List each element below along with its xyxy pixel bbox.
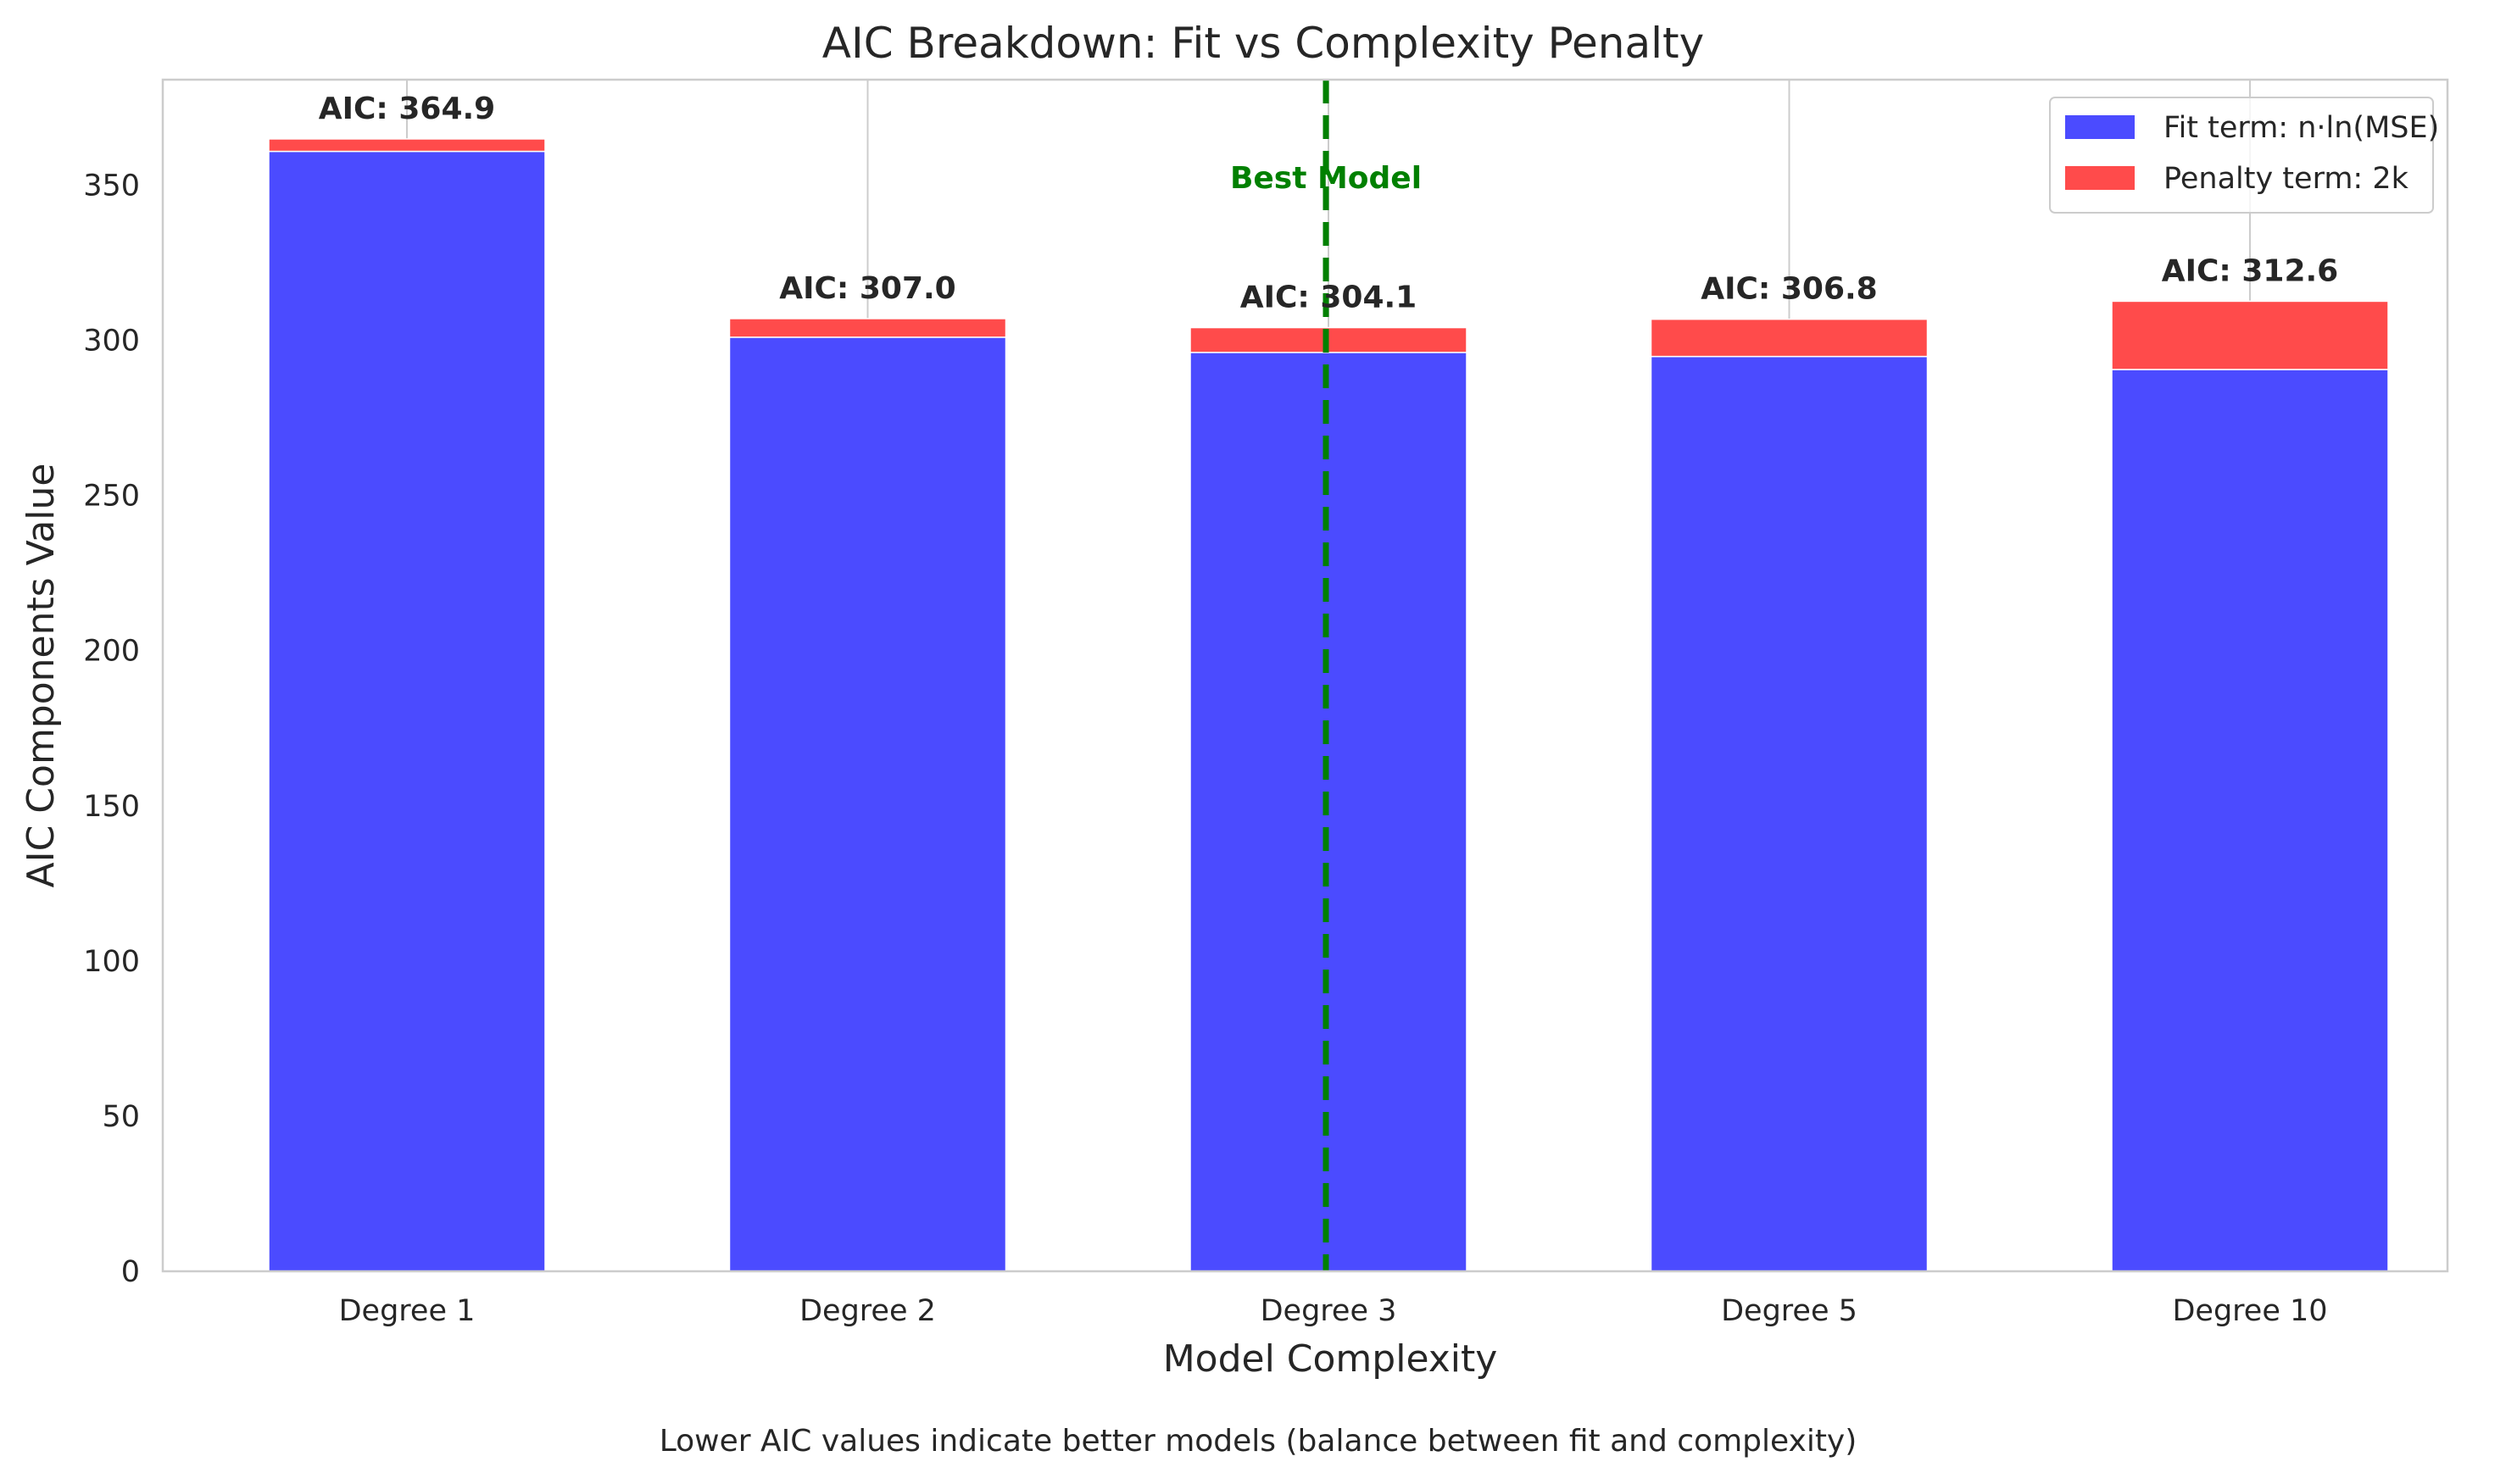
y-tick-label: 350 bbox=[83, 169, 140, 203]
x-tick-label: Degree 5 bbox=[1721, 1294, 1857, 1328]
x-tick-label: Degree 3 bbox=[1261, 1294, 1397, 1328]
x-tick-label: Degree 1 bbox=[339, 1294, 476, 1328]
y-tick-label: 100 bbox=[83, 945, 140, 979]
bar-penalty-term bbox=[1650, 318, 1929, 358]
y-tick-label: 150 bbox=[83, 790, 140, 824]
bar-penalty-term bbox=[728, 318, 1007, 338]
bar-fit-term bbox=[268, 150, 546, 1272]
bar-fit-term bbox=[728, 336, 1007, 1272]
y-tick-label: 250 bbox=[83, 480, 140, 514]
x-axis-ticks: Degree 1 Degree 2 Degree 3 Degree 5 Degree 1… bbox=[339, 1294, 2328, 1328]
x-tick-label: Degree 2 bbox=[799, 1294, 936, 1328]
legend-label-fit: Fit term: n·ln(MSE) bbox=[2163, 111, 2439, 145]
legend-swatch-penalty bbox=[2065, 166, 2135, 190]
y-tick-label: 300 bbox=[83, 325, 140, 358]
value-labels: AIC: 364.9 AIC: 307.0 AIC: 304.1 AIC: 306.8… bbox=[319, 92, 2338, 315]
bar-penalty-term bbox=[2111, 300, 2389, 370]
y-tick-label: 0 bbox=[121, 1255, 140, 1289]
aic-total-label: AIC: 364.9 bbox=[319, 92, 495, 126]
y-axis-ticks: 0 50 100 150 200 250 300 350 bbox=[83, 169, 140, 1289]
y-axis-label: AIC Components Value bbox=[19, 464, 63, 888]
chart-caption: Lower AIC values indicate better models … bbox=[660, 1424, 1857, 1459]
bar-penalty-term bbox=[268, 138, 546, 153]
aic-total-label: AIC: 307.0 bbox=[779, 271, 955, 306]
chart-title: AIC Breakdown: Fit vs Complexity Penalty bbox=[822, 19, 1704, 68]
x-tick-label: Degree 10 bbox=[2172, 1294, 2327, 1328]
legend-label-penalty: Penalty term: 2k bbox=[2163, 162, 2409, 196]
aic-total-label: AIC: 304.1 bbox=[1240, 281, 1417, 315]
best-model-label: Best Model bbox=[1230, 161, 1422, 196]
best-model-marker: Best Model bbox=[1230, 80, 1422, 1271]
legend-swatch-fit bbox=[2065, 115, 2135, 139]
bar-fit-term bbox=[1650, 355, 1929, 1272]
aic-total-label: AIC: 312.6 bbox=[2162, 253, 2338, 288]
legend: Fit term: n·ln(MSE) Penalty term: 2k bbox=[2049, 97, 2439, 214]
x-axis-label: Model Complexity bbox=[1163, 1337, 1498, 1381]
plot-frame bbox=[161, 78, 2449, 1273]
bars bbox=[268, 138, 2389, 1272]
legend-frame bbox=[2049, 97, 2434, 214]
y-tick-label: 200 bbox=[83, 635, 140, 669]
y-tick-label: 50 bbox=[102, 1100, 140, 1134]
aic-total-label: AIC: 306.8 bbox=[1701, 272, 1877, 307]
bar-fit-term bbox=[2111, 369, 2389, 1272]
